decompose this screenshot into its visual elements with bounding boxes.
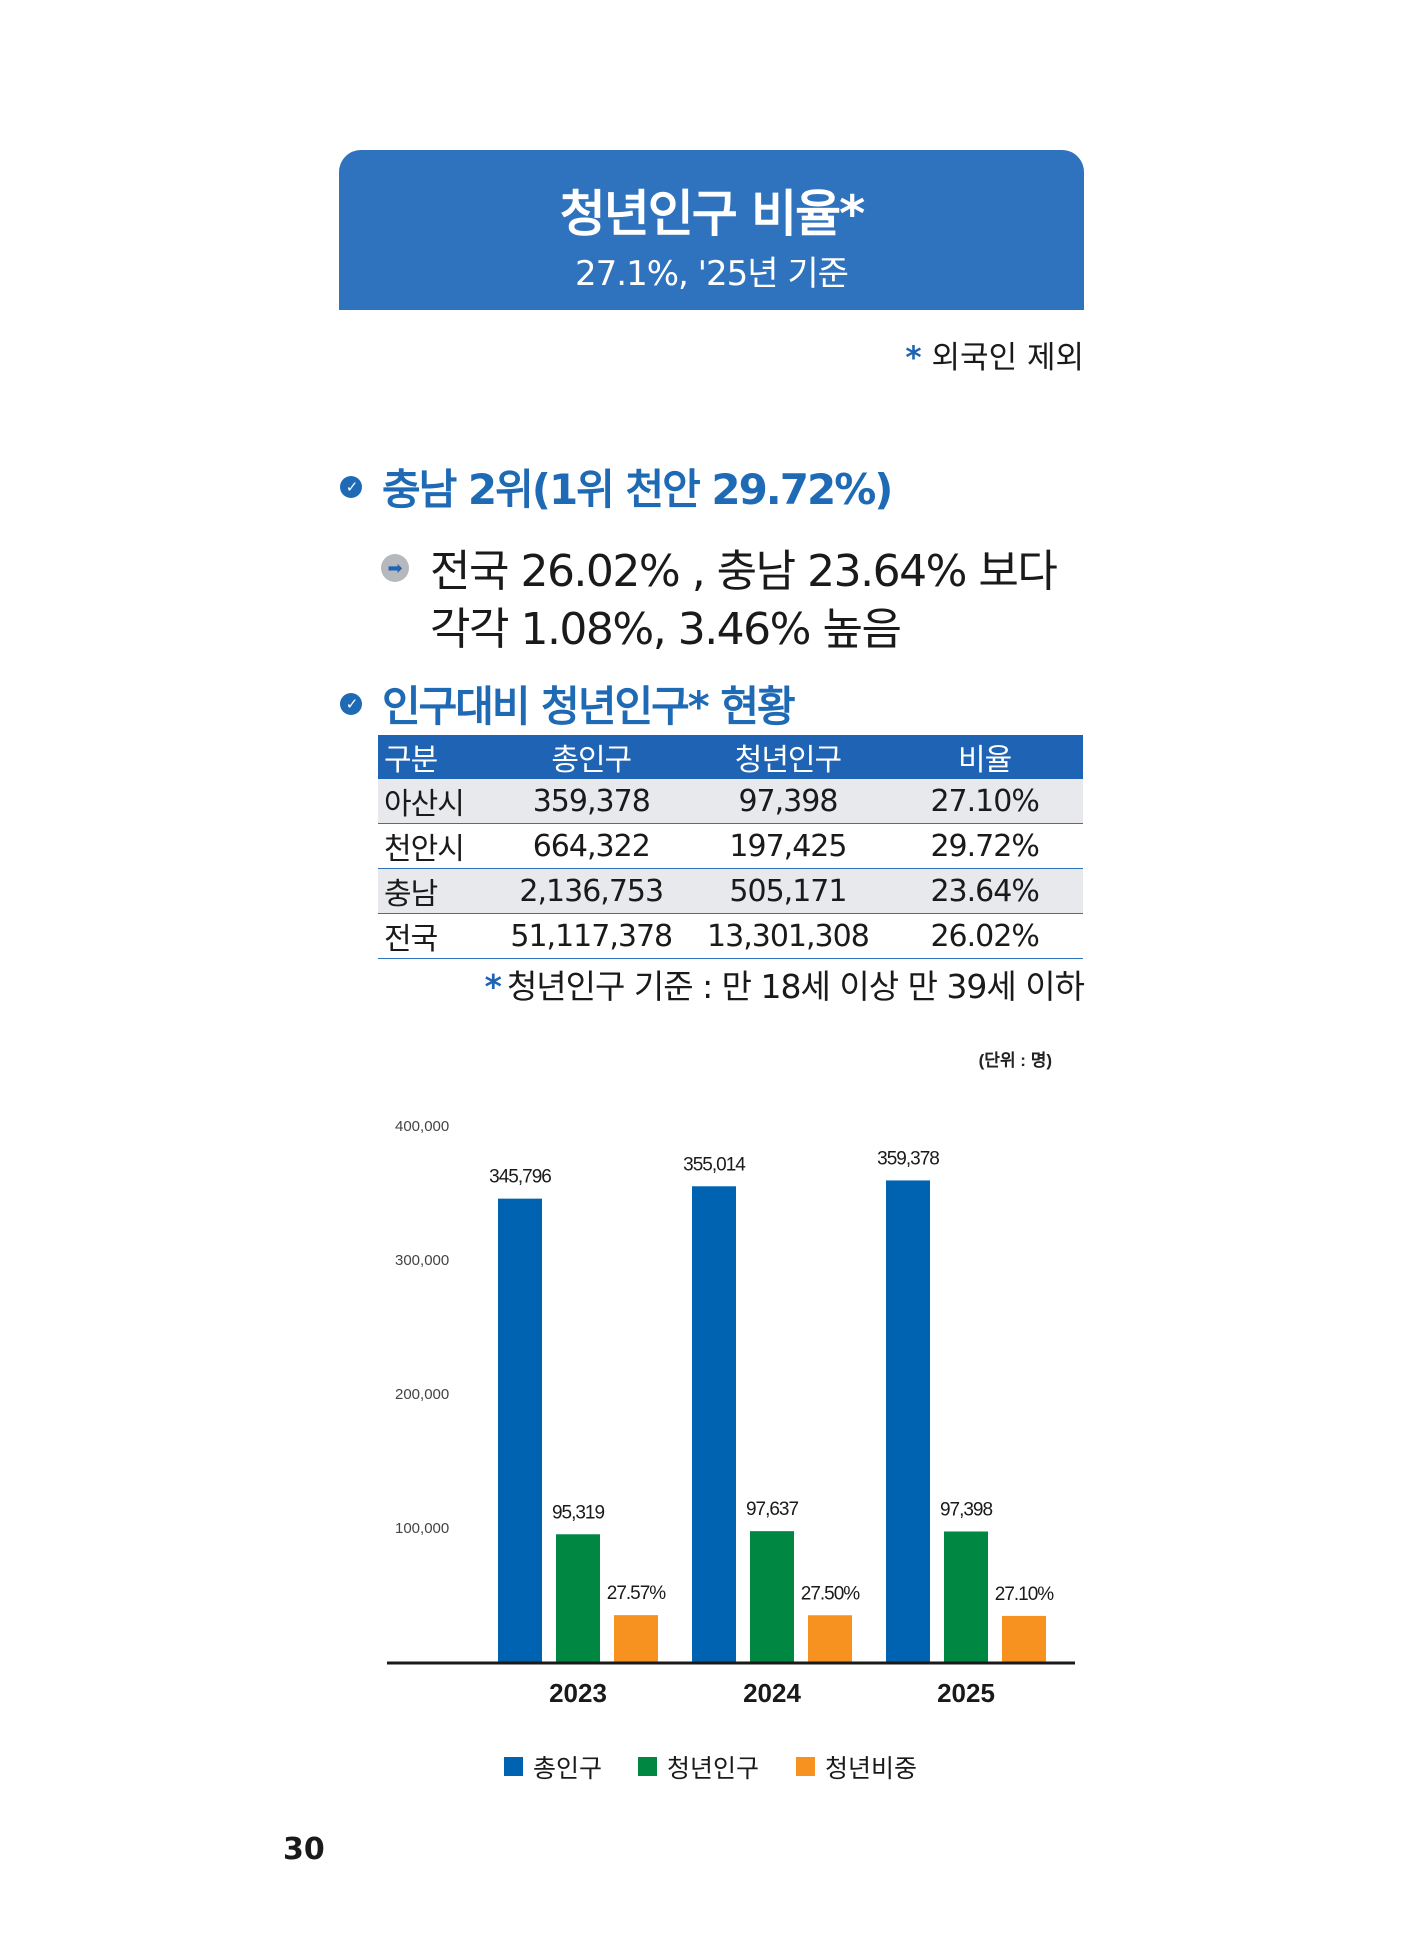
table-footnote: * 청년인구 기준 : 만 18세 이상 만 39세 이하 [484, 960, 1085, 1008]
legend-label: 청년비중 [825, 1755, 917, 1783]
table-header-row: 구분 총인구 청년인구 비율 [378, 735, 1083, 779]
asterisk-icon: * [905, 340, 922, 376]
section1-heading: ✓ 충남 2위(1위 천안 29.72%) [340, 456, 893, 517]
table-header: 총인구 [492, 735, 690, 779]
arrow-right-icon: ➡ [381, 554, 409, 582]
table-row: 전국 51,117,378 13,301,308 26.02% [378, 913, 1083, 959]
data-label: 27.10% [995, 1584, 1055, 1605]
table-cell: 664,322 [492, 823, 690, 869]
bar-ratio [614, 1615, 658, 1662]
y-tick-label: 300,000 [395, 1252, 449, 1269]
table-header: 비율 [886, 735, 1083, 779]
bar-total [886, 1180, 930, 1662]
table-cell: 359,378 [492, 779, 690, 824]
table-cell: 13,301,308 [689, 913, 887, 959]
table-cell: 51,117,378 [492, 913, 690, 959]
table-header: 청년인구 [689, 735, 887, 779]
legend-label: 총인구 [533, 1755, 602, 1783]
x-tick-label: 2023 [549, 1678, 607, 1708]
y-tick-label: 400,000 [395, 1118, 449, 1135]
x-tick-label: 2024 [743, 1678, 801, 1708]
table-row: 천안시 664,322 197,425 29.72% [378, 823, 1083, 869]
y-tick-label: 100,000 [395, 1520, 449, 1537]
data-label: 355,014 [683, 1154, 746, 1175]
table-cell: 2,136,753 [492, 868, 690, 914]
legend-swatch [796, 1757, 815, 1776]
section2-heading: ✓ 인구대비 청년인구* 현황 [340, 673, 796, 734]
table-cell: 505,171 [689, 868, 887, 914]
foreign-note-text: 외국인 제외 [931, 340, 1084, 376]
data-label: 27.50% [801, 1583, 861, 1604]
data-label: 345,796 [489, 1167, 551, 1188]
youth-population-table: 구분 총인구 청년인구 비율 아산시 359,378 97,398 27.10%… [378, 735, 1083, 959]
table-cell: 26.02% [886, 913, 1083, 959]
asterisk-icon: * [484, 967, 502, 1006]
table-cell: 97,398 [689, 779, 887, 824]
section1-line1: 전국 26.02% , 충남 23.64% 보다 [430, 546, 1058, 597]
data-label: 359,378 [877, 1148, 939, 1169]
table-cell: 아산시 [378, 779, 493, 824]
table-cell: 충남 [378, 868, 493, 914]
table-cell: 29.72% [886, 823, 1083, 869]
y-tick-label: 200,000 [395, 1386, 449, 1403]
table-cell: 27.10% [886, 779, 1083, 824]
data-label: 95,319 [552, 1502, 605, 1523]
table-header: 구분 [378, 735, 493, 779]
legend-swatch [504, 1757, 523, 1776]
foreign-note: * 외국인 제외 [905, 332, 1084, 377]
table-row: 아산시 359,378 97,398 27.10% [378, 779, 1083, 824]
legend-label: 청년인구 [667, 1755, 759, 1783]
check-icon: ✓ [340, 475, 362, 498]
bar-total [498, 1198, 542, 1662]
bar-youth [556, 1534, 600, 1662]
bar-total [692, 1186, 736, 1662]
check-icon: ✓ [340, 692, 362, 715]
data-label: 97,398 [940, 1499, 993, 1520]
unit-label: (단위 : 명) [979, 1051, 1052, 1070]
page-number: 30 [283, 1832, 325, 1867]
legend-swatch [638, 1757, 657, 1776]
data-label: 27.57% [607, 1583, 667, 1604]
bar-ratio [808, 1615, 852, 1662]
table-cell: 전국 [378, 913, 493, 959]
section1-line2: 각각 1.08%, 3.46% 높음 [430, 604, 902, 655]
x-tick-label: 2025 [937, 1678, 995, 1708]
table-row: 충남 2,136,753 505,171 23.64% [378, 868, 1083, 914]
title-banner: 청년인구 비율* 27.1%, '25년 기준 [339, 150, 1084, 310]
table-footnote-text: 청년인구 기준 : 만 18세 이상 만 39세 이하 [506, 967, 1085, 1006]
table-cell: 197,425 [689, 823, 887, 869]
bar-youth [944, 1531, 988, 1662]
table-cell: 23.64% [886, 868, 1083, 914]
bar-ratio [1002, 1615, 1046, 1662]
bar-youth [750, 1531, 794, 1662]
banner-subtitle: 27.1%, '25년 기준 [575, 254, 849, 294]
data-label: 97,637 [746, 1499, 799, 1520]
section2-heading-text: 인구대비 청년인구* 현황 [382, 682, 796, 731]
section1-heading-text: 충남 2위(1위 천안 29.72%) [382, 465, 893, 514]
banner-title: 청년인구 비율* [559, 185, 866, 243]
table-cell: 천안시 [378, 823, 493, 869]
